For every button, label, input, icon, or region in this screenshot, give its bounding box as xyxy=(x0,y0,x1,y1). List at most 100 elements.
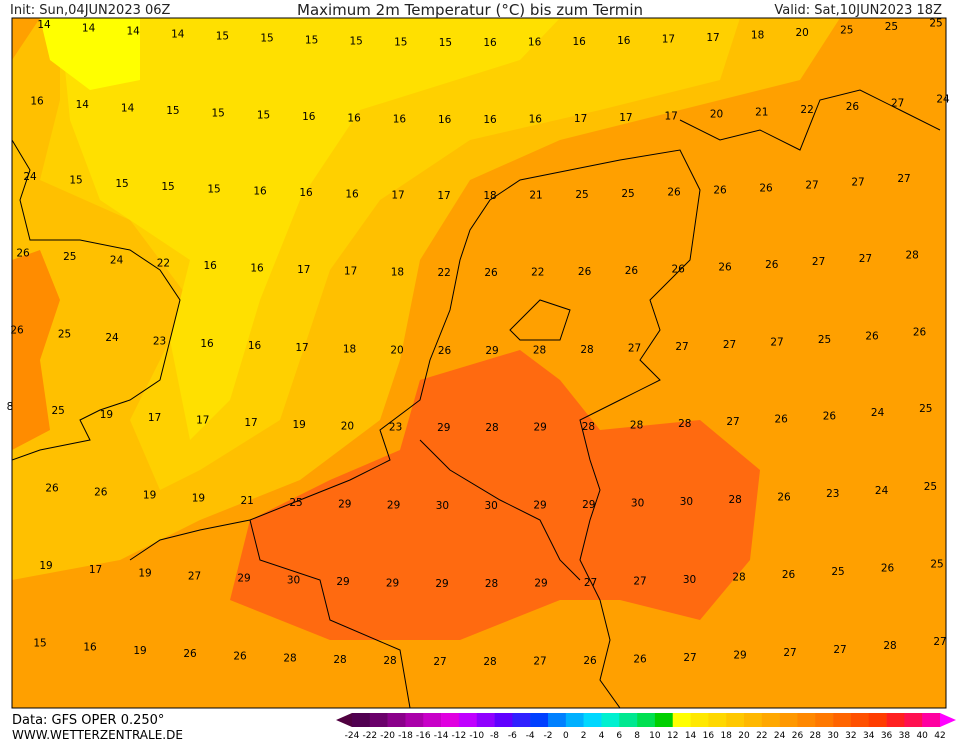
temperature-value: 28 xyxy=(283,653,296,665)
colorbar-bin xyxy=(922,713,941,727)
colorbar-bin xyxy=(369,713,388,727)
temperature-value: 8 xyxy=(7,401,14,413)
temperature-value: 15 xyxy=(260,33,273,45)
init-label: Init: Sun,04JUN2023 06Z xyxy=(10,3,171,18)
temperature-value: 16 xyxy=(302,111,316,123)
temperature-value: 17 xyxy=(574,113,587,125)
temperature-value: 17 xyxy=(295,342,308,354)
temperature-value: 16 xyxy=(200,338,214,350)
colorbar-label: 0 xyxy=(563,731,569,741)
temperature-value: 18 xyxy=(483,190,496,202)
field-red xyxy=(230,350,760,640)
temperature-value: 30 xyxy=(680,496,693,508)
temperature-value: 16 xyxy=(253,185,267,197)
temperature-value: 25 xyxy=(575,189,588,201)
temperature-value: 25 xyxy=(930,558,943,570)
map-frame xyxy=(11,17,947,709)
temperature-value: 26 xyxy=(759,182,773,194)
colorbar-bin xyxy=(797,713,816,727)
temperature-value: 27 xyxy=(770,337,783,349)
temperature-value: 26 xyxy=(633,654,647,666)
temperature-value: 29 xyxy=(386,577,399,589)
colorbar-label: 14 xyxy=(685,731,697,741)
temperature-value: 28 xyxy=(580,344,593,356)
colorbar-bin xyxy=(833,713,852,727)
colorbar-bin xyxy=(637,713,656,727)
temperature-value: 26 xyxy=(672,263,686,275)
colorbar-label: 20 xyxy=(738,731,750,741)
colorbar-label: 28 xyxy=(810,731,822,741)
temperature-value: 17 xyxy=(196,415,209,427)
colorbar-label: -14 xyxy=(434,731,449,741)
temperature-value: 28 xyxy=(483,656,496,668)
temperature-value: 29 xyxy=(437,422,450,434)
temperature-value: 29 xyxy=(387,499,400,511)
temperature-value: 21 xyxy=(241,495,254,507)
temperature-value: 28 xyxy=(729,494,742,506)
temperature-value: 26 xyxy=(625,265,639,277)
temperature-value: 15 xyxy=(305,34,318,46)
temperature-value: 27 xyxy=(851,176,864,188)
field-orange-west xyxy=(12,250,60,450)
temperature-value: 17 xyxy=(297,264,310,276)
temperature-value: 16 xyxy=(83,642,97,654)
colorbar-bin xyxy=(868,713,887,727)
temperature-value: 14 xyxy=(76,99,90,111)
temperature-value: 26 xyxy=(94,486,108,498)
temperature-value: 27 xyxy=(891,98,904,110)
temperature-value: 27 xyxy=(188,570,201,582)
colorbar-bin xyxy=(530,713,549,727)
temperature-value: 29 xyxy=(534,422,547,434)
temperature-value: 26 xyxy=(777,491,791,503)
colorbar-label: 26 xyxy=(792,731,804,741)
temperature-value: 29 xyxy=(533,500,546,512)
temperature-value: 26 xyxy=(667,186,681,198)
temperature-value: 16 xyxy=(347,113,361,125)
temperature-value: 26 xyxy=(823,410,837,422)
value-grid: 14 14 14 14 15 15 15 15 15 15 16 16 16 16 17 17 18 20 25 25… xyxy=(7,17,950,668)
temperature-value: 16 xyxy=(483,114,497,126)
temperature-value: 25 xyxy=(885,21,898,33)
colorbar-bin xyxy=(726,713,745,727)
colorbar-bin xyxy=(672,713,691,727)
colorbar-bin xyxy=(441,713,460,727)
temperature-value: 25 xyxy=(924,481,937,493)
temperature-value: 26 xyxy=(45,483,59,495)
colorbar-label: 12 xyxy=(667,731,678,741)
colorbar-bin xyxy=(815,713,834,727)
temperature-value: 26 xyxy=(484,267,498,279)
temperature-value: 17 xyxy=(89,564,102,576)
temperature-value: 26 xyxy=(765,259,779,271)
temperature-value: 20 xyxy=(796,27,809,39)
colorbar-label: 6 xyxy=(616,731,622,741)
temperature-value: 30 xyxy=(485,500,498,512)
temperature-value: 18 xyxy=(343,343,356,355)
temperature-value: 30 xyxy=(631,498,644,510)
temperature-value: 26 xyxy=(438,345,452,357)
temperature-value: 24 xyxy=(105,332,119,344)
field-yellow-light xyxy=(60,18,560,440)
temperature-value: 26 xyxy=(913,327,927,339)
temperature-value: 29 xyxy=(582,499,595,511)
temperature-value: 15 xyxy=(257,110,270,122)
temperature-value: 14 xyxy=(121,102,135,114)
temperature-value: 28 xyxy=(678,418,691,430)
temperature-value: 28 xyxy=(582,421,595,433)
colorbar-bin xyxy=(654,713,674,727)
temperature-value: 15 xyxy=(439,37,452,49)
temperature-value: 26 xyxy=(718,261,732,273)
temperature-value: 27 xyxy=(833,644,846,656)
colorbar-arrow xyxy=(336,713,352,727)
temperature-value: 16 xyxy=(299,187,313,199)
temperature-value: 14 xyxy=(82,23,96,35)
temperature-value: 28 xyxy=(883,640,896,652)
temperature-value: 24 xyxy=(875,485,889,497)
temperature-value: 29 xyxy=(485,345,498,357)
temperature-value: 25 xyxy=(919,403,932,415)
colorbar-bin xyxy=(886,713,905,727)
temperature-value: 27 xyxy=(723,339,736,351)
temperature-value: 17 xyxy=(619,112,632,124)
temperature-value: 26 xyxy=(183,648,197,660)
temperature-value: 20 xyxy=(341,420,354,432)
temperature-value: 22 xyxy=(157,258,170,270)
